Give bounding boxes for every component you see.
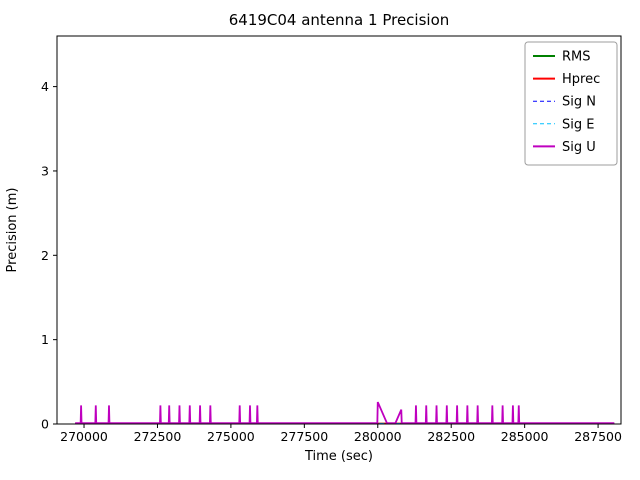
x-tick-label: 270000 <box>60 429 108 444</box>
x-tick-label: 277500 <box>280 429 328 444</box>
y-tick-label: 4 <box>41 79 49 94</box>
axes-frame <box>56 35 622 425</box>
legend-item-label: Sig U <box>562 140 596 155</box>
series-group <box>75 401 615 424</box>
legend-item-label: Sig E <box>562 117 594 132</box>
series-line-sig-u <box>75 401 615 424</box>
y-tick-label: 3 <box>41 163 49 178</box>
x-tick-label: 287500 <box>574 429 622 444</box>
x-tick-label: 275000 <box>207 429 255 444</box>
x-tick-label: 280000 <box>354 429 402 444</box>
x-axis-label: Time (sec) <box>304 449 373 464</box>
y-tick-label: 0 <box>41 417 49 432</box>
chart-title: 6419C04 antenna 1 Precision <box>229 11 450 29</box>
legend-item-label: Sig N <box>562 95 596 110</box>
x-tick-label: 285000 <box>501 429 549 444</box>
y-tick-label: 1 <box>41 332 49 347</box>
y-tick-label: 2 <box>41 248 49 263</box>
legend: RMS Hprec Sig N Sig E Sig U <box>524 41 618 166</box>
x-tick-label: 272500 <box>134 429 182 444</box>
x-tick-label: 282500 <box>427 429 475 444</box>
y-axis-label: Precision (m) <box>5 188 20 273</box>
legend-item-label: Hprec <box>562 72 600 87</box>
legend-box <box>524 41 618 166</box>
legend-item-label: RMS <box>562 50 591 65</box>
